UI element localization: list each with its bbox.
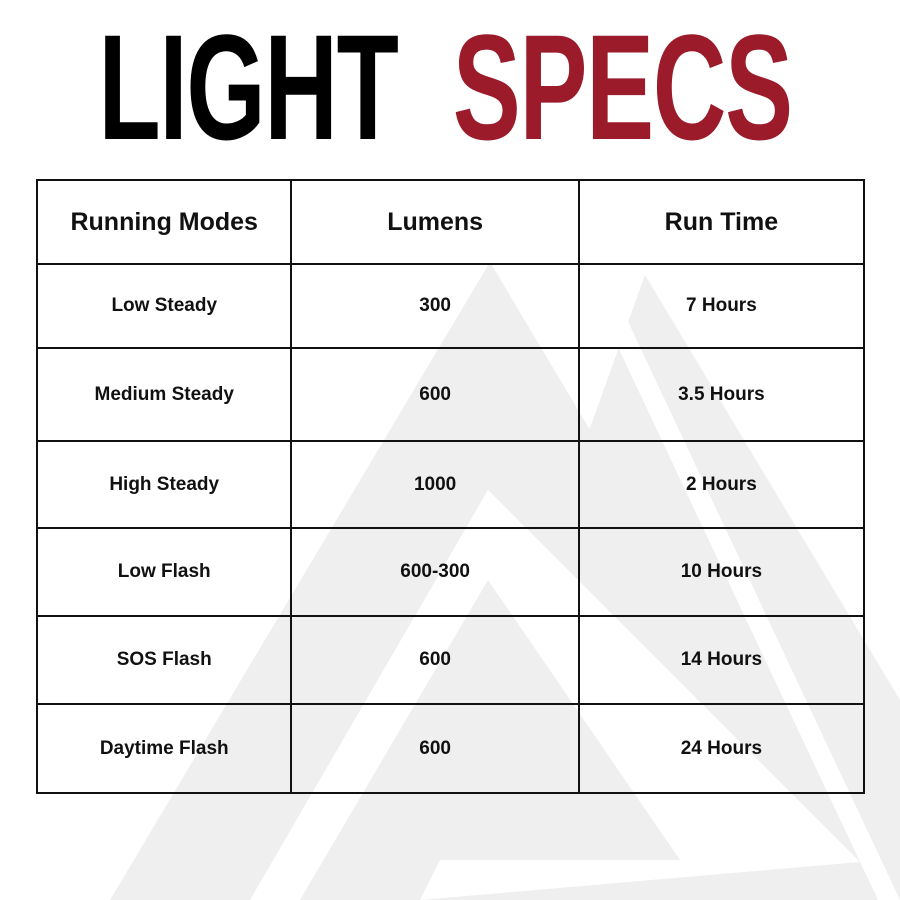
cell-mode: Low Steady [35,263,293,349]
table-row: Low Steady 300 7 Hours [35,263,866,349]
title-word-specs: SPECS [452,3,793,171]
cell-lumens: 300 [290,263,580,349]
cell-run-time: 7 Hours [577,263,866,349]
table-row: SOS Flash 600 14 Hours [35,615,866,705]
watermark-inner-cutout [250,490,860,900]
cell-run-time: 24 Hours [577,703,866,794]
cell-mode: Low Flash [35,527,293,617]
cell-mode: High Steady [35,440,293,529]
cell-lumens: 600 [290,615,580,705]
cell-run-time: 3.5 Hours [577,347,866,442]
cell-run-time: 2 Hours [577,440,866,529]
cell-mode: Medium Steady [35,347,293,442]
cell-run-time: 14 Hours [577,615,866,705]
cell-lumens: 600 [290,347,580,442]
table-row: Low Flash 600-300 10 Hours [35,527,866,617]
header-running-modes: Running Modes [35,179,293,265]
header-run-time: Run Time [577,179,866,265]
table-header-row: Running Modes Lumens Run Time [35,179,866,265]
cell-mode: SOS Flash [35,615,293,705]
page-title: LIGHT SPECS [0,3,900,171]
watermark-inner-small [440,760,600,860]
cell-lumens: 1000 [290,440,580,529]
specs-table: Running Modes Lumens Run Time Low Steady… [35,179,866,794]
table-row: Medium Steady 600 3.5 Hours [35,347,866,442]
title-word-light: LIGHT [98,3,400,171]
table-row: Daytime Flash 600 24 Hours [35,703,866,794]
table-row: High Steady 1000 2 Hours [35,440,866,529]
cell-run-time: 10 Hours [577,527,866,617]
cell-lumens: 600 [290,703,580,794]
cell-mode: Daytime Flash [35,703,293,794]
header-lumens: Lumens [290,179,580,265]
cell-lumens: 600-300 [290,527,580,617]
